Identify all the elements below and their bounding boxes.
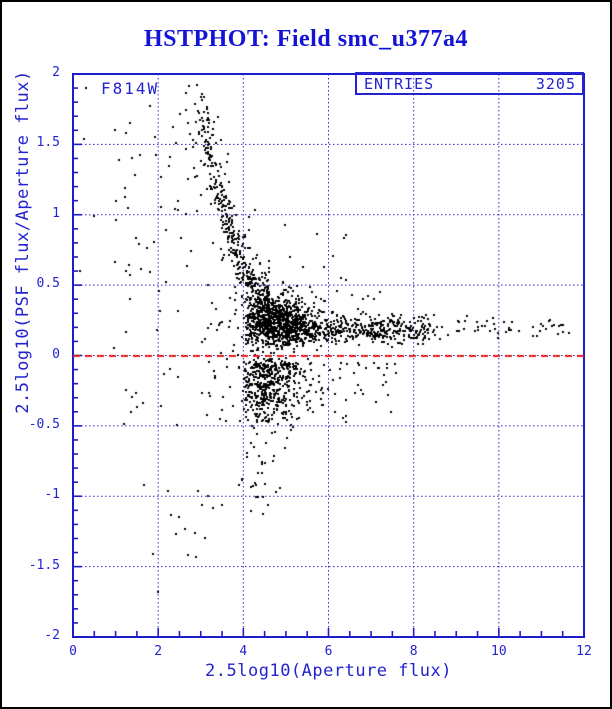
x-tick-label: 12 <box>576 644 592 659</box>
y-tick-label: -0.5 <box>28 416 60 432</box>
y-tick-label: -1.5 <box>28 557 60 573</box>
y-tick-label: 1 <box>52 205 60 221</box>
y-tick-label: 2 <box>52 65 60 80</box>
y-tick-label: 0.5 <box>36 276 60 292</box>
filter-label: F814W <box>101 79 160 98</box>
y-tick-label: -2 <box>44 628 60 643</box>
x-tick-label: 0 <box>69 644 77 659</box>
y-tick-label: -1 <box>44 487 60 503</box>
x-axis-label: 2.5log10(Aperture flux) <box>205 661 452 681</box>
entries-label: ENTRIES <box>364 75 435 93</box>
x-tick-label: 8 <box>409 644 418 659</box>
x-tick-label: 10 <box>491 644 507 659</box>
x-tick-label: 4 <box>239 644 248 659</box>
entries-value: 3205 <box>535 75 576 93</box>
y-axis-label: 2.5log10(PSF flux/Aperture flux) <box>13 70 33 414</box>
x-tick-label: 6 <box>324 644 333 659</box>
y-tick-label: 0 <box>52 346 60 362</box>
entries-box: ENTRIES 3205 <box>355 72 584 95</box>
x-tick-label: 2 <box>154 644 163 659</box>
y-tick-label: 1.5 <box>36 135 60 151</box>
